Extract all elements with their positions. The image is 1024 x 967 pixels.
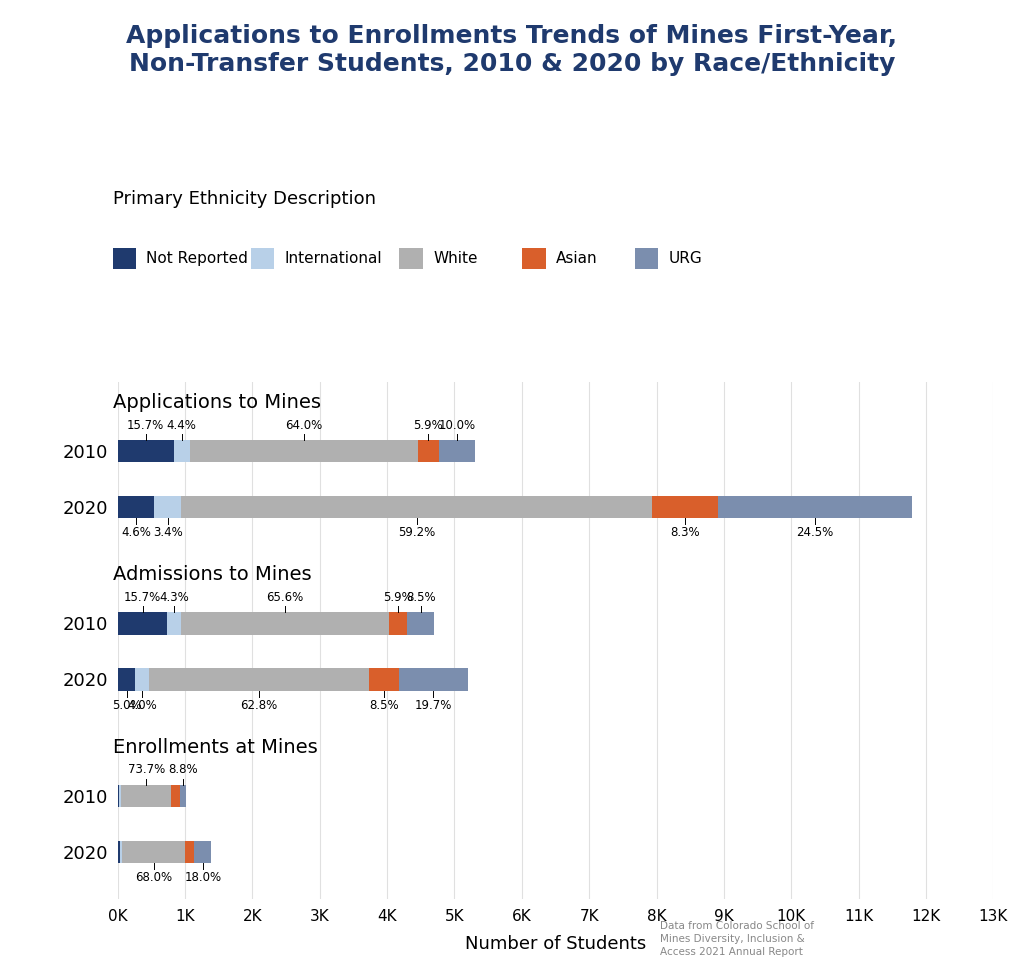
- Text: 59.2%: 59.2%: [398, 526, 435, 540]
- Bar: [122, 840, 185, 864]
- Bar: [195, 840, 211, 864]
- Bar: [118, 840, 120, 864]
- Text: 15.7%: 15.7%: [127, 419, 165, 431]
- Text: 18.0%: 18.0%: [184, 871, 221, 884]
- Text: 3.4%: 3.4%: [153, 526, 182, 540]
- Bar: [439, 440, 475, 462]
- Text: 4.0%: 4.0%: [127, 699, 157, 712]
- Text: 8.3%: 8.3%: [670, 526, 699, 540]
- Text: 15.7%: 15.7%: [124, 591, 161, 604]
- Bar: [135, 668, 150, 690]
- Text: 4.4%: 4.4%: [167, 419, 197, 431]
- Bar: [168, 612, 181, 634]
- Text: URG: URG: [669, 250, 702, 266]
- Text: 68.0%: 68.0%: [135, 871, 172, 884]
- Bar: [418, 440, 439, 462]
- Text: Not Reported: Not Reported: [146, 250, 248, 266]
- Bar: [408, 612, 434, 634]
- Bar: [150, 668, 370, 690]
- Bar: [118, 496, 155, 518]
- Text: 65.6%: 65.6%: [266, 591, 303, 604]
- Bar: [652, 496, 718, 518]
- Text: 8.5%: 8.5%: [407, 591, 435, 604]
- Text: 8.8%: 8.8%: [169, 763, 199, 777]
- Bar: [171, 784, 180, 807]
- Bar: [174, 440, 189, 462]
- Bar: [118, 440, 174, 462]
- X-axis label: Number of Students: Number of Students: [465, 935, 646, 953]
- Text: 5.9%: 5.9%: [383, 591, 413, 604]
- Text: 73.7%: 73.7%: [128, 763, 165, 777]
- Text: Asian: Asian: [556, 250, 598, 266]
- Bar: [189, 440, 418, 462]
- Text: 62.8%: 62.8%: [241, 699, 278, 712]
- Bar: [181, 612, 389, 634]
- Text: White: White: [433, 250, 477, 266]
- Bar: [370, 668, 399, 690]
- Text: 24.5%: 24.5%: [797, 526, 834, 540]
- Text: Applications to Mines: Applications to Mines: [113, 393, 321, 412]
- Bar: [399, 668, 468, 690]
- Text: Data from Colorado School of
Mines Diversity, Inclusion &
Access 2021 Annual Rep: Data from Colorado School of Mines Diver…: [660, 921, 814, 957]
- Text: 5.0%: 5.0%: [112, 699, 141, 712]
- Text: 5.9%: 5.9%: [414, 419, 443, 431]
- Bar: [121, 784, 171, 807]
- Bar: [118, 612, 168, 634]
- Bar: [185, 840, 195, 864]
- Bar: [119, 784, 121, 807]
- Text: 4.6%: 4.6%: [121, 526, 151, 540]
- Bar: [180, 784, 186, 807]
- Text: Primary Ethnicity Description: Primary Ethnicity Description: [113, 190, 376, 208]
- Text: Admissions to Mines: Admissions to Mines: [113, 565, 311, 584]
- Text: 8.5%: 8.5%: [370, 699, 399, 712]
- Bar: [181, 496, 652, 518]
- Text: 64.0%: 64.0%: [285, 419, 323, 431]
- Bar: [118, 784, 119, 807]
- Bar: [389, 612, 408, 634]
- Bar: [120, 840, 122, 864]
- Text: International: International: [285, 250, 382, 266]
- Bar: [155, 496, 181, 518]
- Text: 4.3%: 4.3%: [160, 591, 189, 604]
- Text: Enrollments at Mines: Enrollments at Mines: [113, 738, 317, 756]
- Bar: [718, 496, 912, 518]
- Bar: [118, 668, 135, 690]
- Text: 19.7%: 19.7%: [415, 699, 453, 712]
- Text: 10.0%: 10.0%: [438, 419, 475, 431]
- Text: Applications to Enrollments Trends of Mines First-Year,
Non-Transfer Students, 2: Applications to Enrollments Trends of Mi…: [127, 24, 897, 76]
